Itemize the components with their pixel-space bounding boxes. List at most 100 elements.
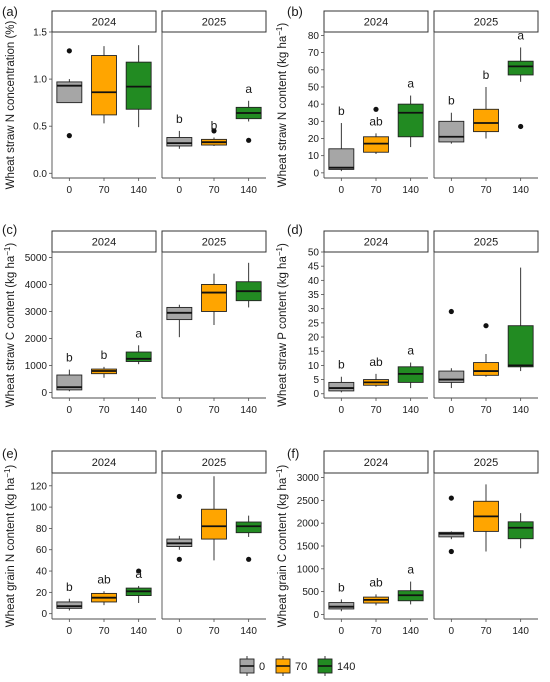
outlier-point (211, 128, 217, 134)
x-tick-label: 0 (339, 405, 345, 416)
outlier-point (66, 133, 72, 139)
facet-strip (323, 10, 429, 33)
y-tick-label: 50 (308, 248, 320, 259)
box-0: b0 (328, 104, 355, 196)
x-tick-label: 140 (402, 185, 419, 196)
y-tick-label: 30 (308, 117, 320, 128)
box-140: a 140 (125, 326, 152, 416)
box-0: b0 (328, 580, 355, 637)
box-body (328, 381, 355, 392)
outlier-point (518, 123, 524, 130)
y-tick-label: 0 (313, 610, 319, 621)
y-tick-label: 3000 (25, 307, 48, 318)
facet-strip-label: 2025 (202, 17, 226, 29)
x-tick-label: 70 (480, 405, 492, 416)
significance-letter: a (135, 567, 142, 581)
legend-item-70: 70 (275, 656, 307, 676)
x-tick-label: 0 (177, 405, 183, 416)
facet-strip (161, 10, 267, 33)
facet-strip-label: 2024 (92, 237, 116, 249)
panel-f: (f) Wheat grain C content (kg ha−1) 0 500 10… (275, 446, 539, 637)
box-body (125, 351, 152, 362)
x-tick-label: 70 (208, 626, 220, 637)
x-tick-label: 0 (449, 626, 455, 637)
facet-strip (433, 450, 539, 474)
panel-c: (c) Wheat straw C content (kg ha−1) 0 1000 2… (2, 222, 267, 416)
outlier-point (176, 556, 182, 562)
y-tick-label: 80 (36, 524, 48, 535)
box-body (507, 325, 534, 368)
significance-letter: ab (369, 114, 383, 128)
facet-2024: 2024 0 70 140 (51, 10, 157, 196)
box-140: a 140 (397, 563, 424, 637)
x-tick-label: 0 (67, 405, 73, 416)
y-tick-label: 30 (308, 304, 320, 315)
significance-letter: b (483, 68, 490, 82)
legend-label: 0 (259, 661, 265, 673)
x-tick-label: 70 (480, 626, 492, 637)
box-140: a 140 (507, 28, 534, 196)
significance-letter: b (338, 358, 345, 372)
y-tick-label: 10 (308, 361, 320, 372)
y-axis-title: Wheat straw N concentration (%) (5, 20, 17, 189)
significance-letter: b (211, 118, 218, 132)
y-tick-label: 40 (308, 276, 320, 287)
x-tick-label: 70 (208, 185, 220, 196)
facet-2025: 2025 0 70 140 (161, 230, 267, 416)
facet-strip-label: 2024 (364, 457, 388, 469)
panel-label: (d) (287, 222, 303, 237)
box-0: b0 (328, 358, 355, 416)
box-body (507, 60, 534, 76)
y-tick-label: 1000 (25, 361, 48, 372)
box-140: a 140 (125, 567, 152, 637)
y-tick-label: 500 (302, 587, 319, 598)
x-tick-label: 140 (240, 405, 257, 416)
y-tick-label: 2000 (297, 519, 320, 530)
facet-strip-label: 2025 (474, 457, 498, 469)
box-0: 0 (438, 308, 465, 416)
y-tick-label: 60 (36, 545, 48, 556)
box-140: a 140 (397, 344, 424, 416)
box-0: b0 (56, 351, 83, 416)
y-tick-label: 40 (308, 100, 320, 111)
facet-strip-label: 2024 (92, 457, 116, 469)
panel-label: (a) (2, 4, 18, 19)
facet-2025: 2025 0 70 140 (161, 450, 267, 637)
box-70: ab 70 (91, 572, 117, 637)
facet-2025: 2025 0 70 140 (433, 230, 539, 416)
x-tick-label: 0 (177, 185, 183, 196)
x-tick-label: 70 (98, 405, 110, 416)
significance-letter: b (448, 94, 455, 108)
legend: 0 70 140 (239, 656, 355, 676)
facet-strip (323, 450, 429, 474)
x-tick-label: 140 (130, 185, 147, 196)
panel-d: (d) Wheat straw P content (kg ha−1) 0 5 10 15… (275, 222, 539, 416)
facet-strip (433, 10, 539, 33)
y-axis-title: Wheat grain N content (kg ha−1) (3, 465, 18, 628)
box-body (438, 120, 465, 143)
x-tick-label: 0 (67, 185, 73, 196)
significance-letter: a (517, 28, 524, 42)
y-tick-label: 80 (308, 31, 320, 42)
x-tick-label: 0 (67, 626, 73, 637)
facet-strip (161, 450, 267, 474)
box-body (201, 283, 227, 312)
panel-label: (c) (2, 222, 17, 237)
facet-strip-label: 2025 (202, 457, 226, 469)
outlier-point (448, 548, 454, 555)
panel-label: (f) (287, 446, 299, 461)
box-70: b 70 (201, 118, 227, 196)
y-tick-label: 1000 (297, 564, 320, 575)
significance-letter: b (338, 580, 345, 594)
x-tick-label: 140 (130, 405, 147, 416)
legend-item-0: 0 (239, 656, 265, 676)
box-body (397, 103, 424, 138)
x-tick-label: 70 (370, 185, 382, 196)
y-tick-label: 1500 (297, 542, 320, 553)
box-70: 70 (473, 323, 499, 416)
y-axis-title: Wheat straw C content (kg ha−1) (3, 243, 18, 408)
y-tick-label: 5 (313, 375, 319, 386)
box-0: 0 (166, 304, 193, 416)
